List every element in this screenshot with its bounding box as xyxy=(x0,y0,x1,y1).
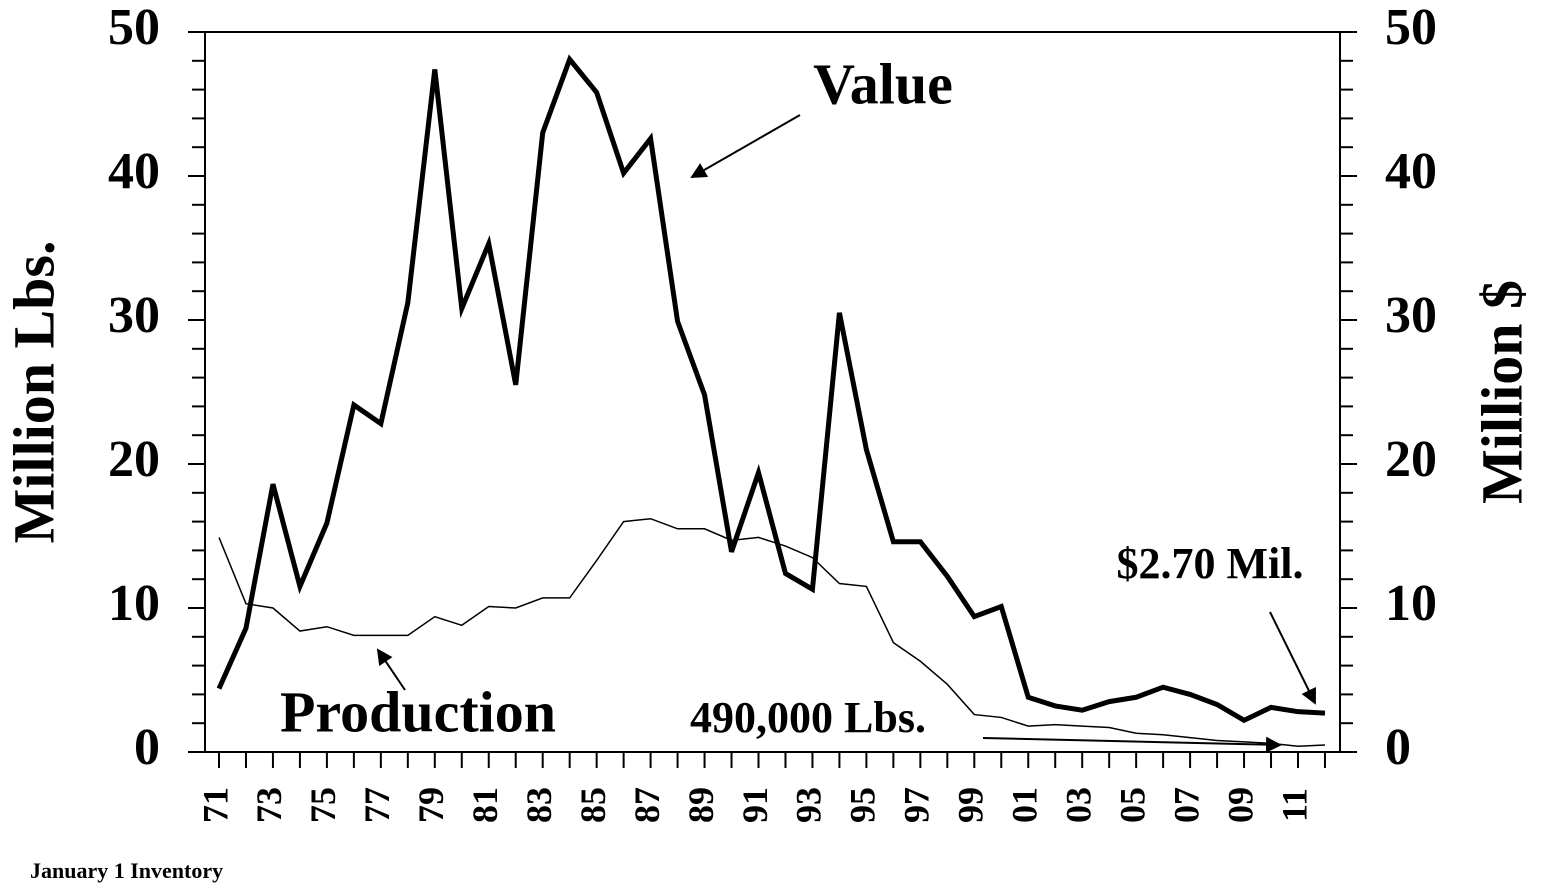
y-tick-label: 10 xyxy=(108,575,160,632)
x-tick-label: 05 xyxy=(1112,787,1152,823)
x-tick-label: 07 xyxy=(1166,787,1206,823)
plot-frame xyxy=(204,31,1341,753)
series-line xyxy=(216,54,1326,724)
x-tick-label: 93 xyxy=(789,787,829,823)
x-tick-label: 11 xyxy=(1274,788,1314,822)
x-tick-label: 77 xyxy=(357,787,397,823)
arrow xyxy=(1269,611,1316,705)
arrow xyxy=(982,736,1282,753)
arrow xyxy=(376,648,406,691)
y2-axis-title: Million $ xyxy=(1469,280,1534,504)
y2-tick-label: 40 xyxy=(1385,143,1437,200)
y2-tick-label: 30 xyxy=(1385,287,1437,344)
y-tick-label: 50 xyxy=(108,0,160,56)
y-tick-label: 0 xyxy=(134,719,160,776)
series-label: Production xyxy=(280,679,556,744)
x-tick-label: 85 xyxy=(573,787,613,823)
x-tick-label: 95 xyxy=(843,787,883,823)
data-label: 490,000 Lbs. xyxy=(690,693,926,742)
x-tick-label: 01 xyxy=(1005,787,1045,823)
y2-tick-label: 50 xyxy=(1385,0,1437,56)
x-tick-label: 73 xyxy=(249,787,289,823)
y2-tick-label: 20 xyxy=(1385,431,1437,488)
x-tick-label: 87 xyxy=(627,787,667,823)
x-tick-label: 03 xyxy=(1058,787,1098,823)
x-tick-label: 99 xyxy=(951,787,991,823)
x-tick-label: 09 xyxy=(1220,787,1260,823)
y-tick-label: 20 xyxy=(108,431,160,488)
x-tick-label: 97 xyxy=(897,787,937,823)
y2-tick-label: 0 xyxy=(1385,719,1411,776)
arrow xyxy=(690,114,801,178)
x-tick-label: 83 xyxy=(519,787,559,823)
x-tick-label: 71 xyxy=(195,787,235,823)
note: January 1 Inventory xyxy=(30,858,223,883)
x-tick-label: 91 xyxy=(735,787,775,823)
y-axis-title: Million Lbs. xyxy=(1,241,66,544)
data-label: $2.70 Mil. xyxy=(1117,539,1304,588)
x-tick-label: 89 xyxy=(681,787,721,823)
x-tick-label: 81 xyxy=(465,787,505,823)
series-label: Value xyxy=(813,51,953,116)
x-tick-label: 75 xyxy=(303,787,343,823)
y2-tick-label: 10 xyxy=(1385,575,1437,632)
x-tick-label: 79 xyxy=(411,787,451,823)
series-line xyxy=(218,517,1326,747)
y-tick-label: 40 xyxy=(108,143,160,200)
y-tick-label: 30 xyxy=(108,287,160,344)
